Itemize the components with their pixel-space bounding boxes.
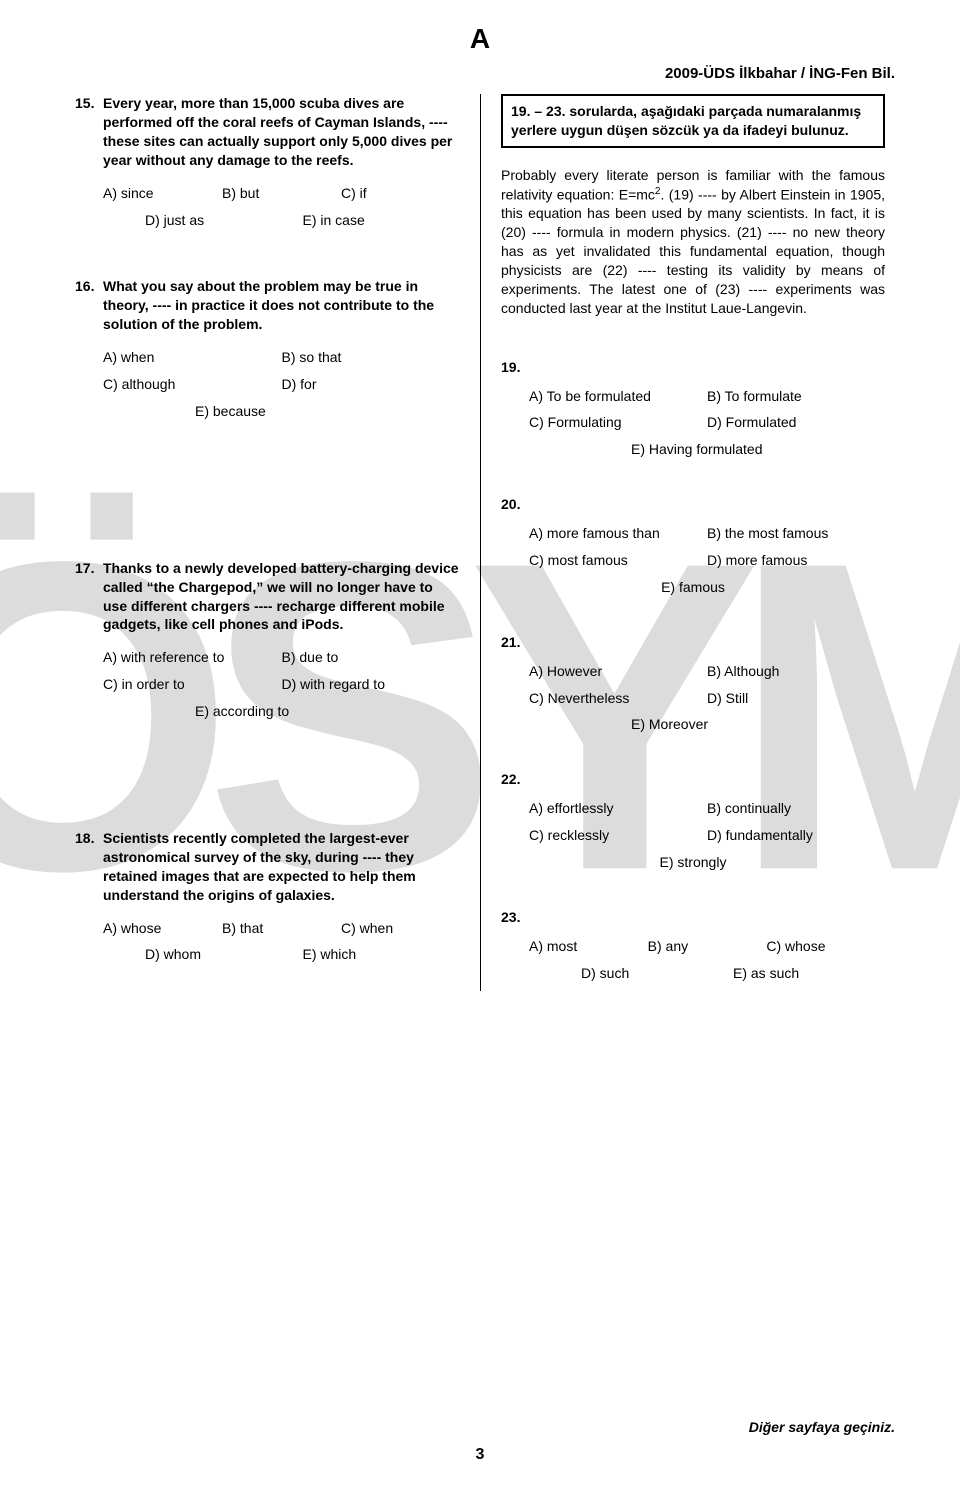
option-a[interactable]: A) However — [529, 662, 707, 681]
option-e[interactable]: E) because — [195, 403, 266, 419]
option-e[interactable]: E) as such — [733, 964, 885, 983]
question-16: 16. What you say about the problem may b… — [75, 277, 460, 420]
option-b[interactable]: B) any — [648, 937, 767, 956]
question-number: 23. — [501, 908, 885, 927]
question-text: Scientists recently completed the larges… — [103, 829, 460, 905]
option-d[interactable]: D) more famous — [707, 551, 885, 570]
next-page-text: Diğer sayfaya geçiniz. — [749, 1418, 895, 1437]
option-a[interactable]: A) To be formulated — [529, 387, 707, 406]
option-c[interactable]: C) recklessly — [529, 826, 707, 845]
option-c[interactable]: C) most famous — [529, 551, 707, 570]
option-a[interactable]: A) since — [103, 184, 222, 203]
option-a[interactable]: A) most — [529, 937, 648, 956]
question-23: 23. A) most B) any C) whose D) such E) a… — [501, 908, 885, 983]
two-column-layout: 15. Every year, more than 15,000 scuba d… — [65, 94, 895, 990]
option-e[interactable]: E) Having formulated — [631, 441, 763, 457]
question-number: 17. — [75, 559, 103, 635]
question-text: Every year, more than 15,000 scuba dives… — [103, 94, 460, 170]
option-e[interactable]: E) Moreover — [631, 716, 708, 732]
option-b[interactable]: B) due to — [282, 648, 461, 667]
left-column: 15. Every year, more than 15,000 scuba d… — [65, 94, 480, 990]
question-text: What you say about the problem may be tr… — [103, 277, 460, 334]
question-number: 19. — [501, 358, 885, 377]
question-number: 15. — [75, 94, 103, 170]
question-15: 15. Every year, more than 15,000 scuba d… — [75, 94, 460, 229]
option-b[interactable]: B) the most famous — [707, 524, 885, 543]
option-a[interactable]: A) with reference to — [103, 648, 282, 667]
option-c[interactable]: C) if — [341, 184, 460, 203]
option-e[interactable]: E) strongly — [660, 854, 727, 870]
option-c[interactable]: C) in order to — [103, 675, 282, 694]
question-number: 20. — [501, 495, 885, 514]
option-d[interactable]: D) such — [581, 964, 733, 983]
page-footer: Diğer sayfaya geçiniz. 3 — [0, 1418, 960, 1466]
question-18: 18. Scientists recently completed the la… — [75, 829, 460, 964]
page-container: A 2009-ÜDS İlkbahar / İNG-Fen Bil. 15. E… — [0, 0, 960, 991]
option-e[interactable]: E) in case — [303, 211, 461, 230]
option-b[interactable]: B) but — [222, 184, 341, 203]
question-22: 22. A) effortlessly B) continually C) re… — [501, 770, 885, 872]
section-letter: A — [65, 20, 895, 58]
option-e[interactable]: E) according to — [195, 703, 289, 719]
exam-header: 2009-ÜDS İlkbahar / İNG-Fen Bil. — [65, 64, 895, 84]
question-number: 22. — [501, 770, 885, 789]
right-column: 19. – 23. sorularda, aşağıdaki parçada n… — [480, 94, 895, 990]
option-d[interactable]: D) for — [282, 375, 461, 394]
question-number: 18. — [75, 829, 103, 905]
option-e[interactable]: E) famous — [661, 579, 725, 595]
option-a[interactable]: A) more famous than — [529, 524, 707, 543]
option-d[interactable]: D) Formulated — [707, 413, 885, 432]
option-c[interactable]: C) although — [103, 375, 282, 394]
question-number: 21. — [501, 633, 885, 652]
question-text: Thanks to a newly developed battery-char… — [103, 559, 460, 635]
option-b[interactable]: B) Although — [707, 662, 885, 681]
question-21: 21. A) However B) Although C) Neverthele… — [501, 633, 885, 735]
question-20: 20. A) more famous than B) the most famo… — [501, 495, 885, 597]
instruction-box: 19. – 23. sorularda, aşağıdaki parçada n… — [501, 94, 885, 148]
option-b[interactable]: B) that — [222, 919, 341, 938]
option-e[interactable]: E) which — [303, 945, 461, 964]
option-b[interactable]: B) so that — [282, 348, 461, 367]
option-b[interactable]: B) continually — [707, 799, 885, 818]
option-c[interactable]: C) Nevertheless — [529, 689, 707, 708]
option-d[interactable]: D) whom — [145, 945, 303, 964]
option-d[interactable]: D) with regard to — [282, 675, 461, 694]
option-c[interactable]: C) when — [341, 919, 460, 938]
option-d[interactable]: D) Still — [707, 689, 885, 708]
option-a[interactable]: A) whose — [103, 919, 222, 938]
page-number: 3 — [65, 1444, 895, 1466]
option-d[interactable]: D) fundamentally — [707, 826, 885, 845]
passage-post: . (19) ---- by Albert Einstein in 1905, … — [501, 186, 885, 315]
question-number: 16. — [75, 277, 103, 334]
question-19: 19. A) To be formulated B) To formulate … — [501, 358, 885, 460]
option-b[interactable]: B) To formulate — [707, 387, 885, 406]
option-a[interactable]: A) effortlessly — [529, 799, 707, 818]
option-c[interactable]: C) Formulating — [529, 413, 707, 432]
option-c[interactable]: C) whose — [766, 937, 885, 956]
question-17: 17. Thanks to a newly developed battery-… — [75, 559, 460, 721]
option-a[interactable]: A) when — [103, 348, 282, 367]
option-d[interactable]: D) just as — [145, 211, 303, 230]
cloze-passage: Probably every literate person is famili… — [501, 166, 885, 318]
